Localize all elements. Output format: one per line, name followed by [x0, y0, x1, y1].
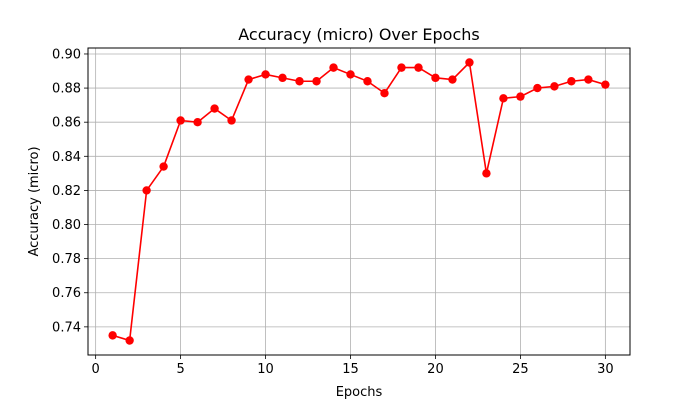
- data-point: [261, 70, 270, 79]
- x-tick-label: 25: [512, 362, 529, 377]
- data-point: [499, 94, 508, 103]
- y-tick-label: 0.86: [52, 116, 81, 131]
- x-tick-label: 0: [92, 362, 100, 377]
- data-point: [363, 77, 372, 86]
- data-point: [482, 169, 491, 178]
- data-point: [601, 80, 610, 89]
- data-point: [414, 63, 423, 72]
- y-tick-label: 0.82: [52, 184, 81, 199]
- x-tick-label: 15: [342, 362, 359, 377]
- series-layer: [108, 58, 610, 345]
- y-tick-label: 0.76: [52, 286, 81, 301]
- data-point: [465, 58, 474, 67]
- y-tick-label: 0.88: [52, 82, 81, 97]
- grid: [88, 48, 630, 355]
- x-tick-label: 5: [176, 362, 184, 377]
- y-tick-label: 0.80: [52, 218, 81, 233]
- data-point: [278, 73, 287, 83]
- data-point: [125, 336, 134, 345]
- plot-frame: [87, 47, 631, 356]
- data-point: [176, 116, 185, 125]
- data-point: [448, 75, 457, 84]
- data-point: [397, 63, 406, 72]
- data-point: [312, 77, 321, 86]
- data-point: [516, 92, 525, 101]
- data-point: [584, 75, 593, 84]
- data-point: [142, 186, 151, 195]
- series-line: [112, 61, 606, 342]
- chart-title: Accuracy (micro) Over Epochs: [238, 25, 479, 44]
- data-point: [108, 331, 117, 340]
- data-point: [159, 162, 168, 171]
- y-axis-label: Accuracy (micro): [27, 146, 42, 256]
- y-tick-label: 0.90: [52, 47, 81, 62]
- data-point: [431, 73, 440, 83]
- x-tick-label: 30: [597, 362, 614, 377]
- y-tick-label: 0.74: [52, 320, 81, 335]
- data-point: [550, 82, 559, 91]
- data-point: [244, 75, 253, 84]
- data-point: [227, 116, 236, 125]
- y-tick-label: 0.78: [52, 252, 81, 267]
- x-tick-label: 20: [427, 362, 444, 377]
- ticks: 0 5 10 15 20 25 30 0.74 0.76 0.78 0.80 0.82 0.84 0.86…: [52, 47, 614, 377]
- data-point: [193, 117, 202, 127]
- data-point: [533, 83, 542, 93]
- data-point: [567, 77, 576, 86]
- data-point: [329, 63, 338, 72]
- y-tick-label: 0.84: [52, 150, 81, 165]
- data-point: [295, 77, 304, 86]
- data-point: [210, 104, 219, 113]
- data-point: [380, 88, 389, 98]
- data-point: [346, 70, 355, 79]
- x-axis-label: Epochs: [336, 385, 383, 400]
- x-tick-label: 10: [257, 362, 274, 377]
